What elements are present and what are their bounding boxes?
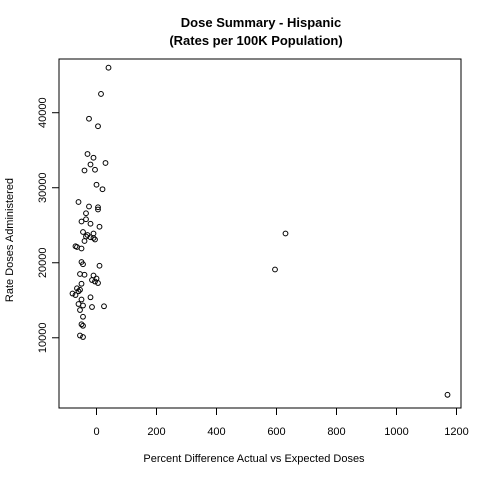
data-point [444, 391, 451, 398]
x-axis-label: Percent Difference Actual vs Expected Do… [143, 453, 365, 465]
data-point [92, 278, 98, 285]
data-point [90, 235, 97, 241]
data-point [80, 302, 86, 309]
data-point [69, 290, 76, 297]
data-point [80, 334, 86, 340]
data-point [101, 303, 107, 310]
x-tick-label: 1000 [384, 426, 408, 438]
data-point [72, 292, 79, 298]
chart-title: Dose Summary - Hispanic [181, 15, 341, 30]
data-point [80, 261, 86, 268]
data-point [86, 115, 92, 122]
data-point [83, 216, 89, 223]
data-point [93, 181, 100, 188]
data-point [86, 203, 92, 210]
data-point [77, 307, 83, 313]
y-tick-label: 10000 [37, 322, 49, 353]
x-tick-label: 0 [93, 426, 99, 438]
data-point [78, 296, 85, 303]
x-axis: 0 200 400 600 800 1000 1200 [93, 407, 469, 438]
data-point [89, 304, 95, 310]
x-tick-label: 400 [207, 426, 225, 438]
data-point [81, 238, 88, 244]
data-point [87, 161, 94, 168]
data-point [77, 286, 83, 293]
data-point [81, 167, 88, 174]
data-point [83, 210, 89, 217]
data-point [272, 266, 278, 273]
x-tick-label: 200 [147, 426, 165, 438]
data-point [77, 271, 83, 277]
x-tick-label: 1200 [444, 426, 468, 438]
data-point [96, 223, 103, 230]
data-point [80, 313, 86, 320]
x-tick-label: 600 [267, 426, 285, 438]
y-axis-label: Rate Doses Administered [4, 178, 16, 302]
data-point [99, 186, 106, 193]
data-point [84, 151, 91, 157]
data-point [75, 199, 82, 205]
data-point [77, 332, 83, 339]
data-point [96, 262, 103, 269]
data-point [78, 321, 85, 328]
data-point [282, 230, 289, 237]
data-point [81, 271, 88, 278]
data-point [80, 322, 86, 329]
data-point [74, 285, 80, 292]
data-point [95, 206, 101, 213]
data-point [78, 280, 85, 287]
data-point [78, 218, 85, 225]
data-point [95, 204, 101, 211]
data-point [98, 91, 104, 97]
data-point [78, 245, 85, 252]
data-point [92, 166, 98, 173]
data-point [89, 277, 95, 283]
x-tick-label: 800 [327, 426, 345, 438]
data-point [95, 280, 101, 286]
data-point [87, 220, 94, 227]
data-point [75, 288, 82, 295]
y-tick-label: 30000 [37, 172, 49, 203]
data-point [80, 229, 86, 235]
data-point [102, 160, 109, 166]
data-point [105, 64, 112, 71]
data-point [87, 234, 94, 241]
y-axis: 10000 20000 30000 40000 [37, 97, 60, 353]
data-point [92, 236, 98, 243]
plot-frame [58, 58, 462, 409]
data-point [90, 154, 97, 161]
chart-subtitle: (Rates per 100K Population) [169, 33, 342, 48]
data-points [69, 64, 451, 398]
data-point [95, 123, 101, 130]
y-tick-label: 40000 [37, 97, 49, 128]
y-tick-label: 20000 [37, 247, 49, 278]
data-point [87, 294, 94, 301]
